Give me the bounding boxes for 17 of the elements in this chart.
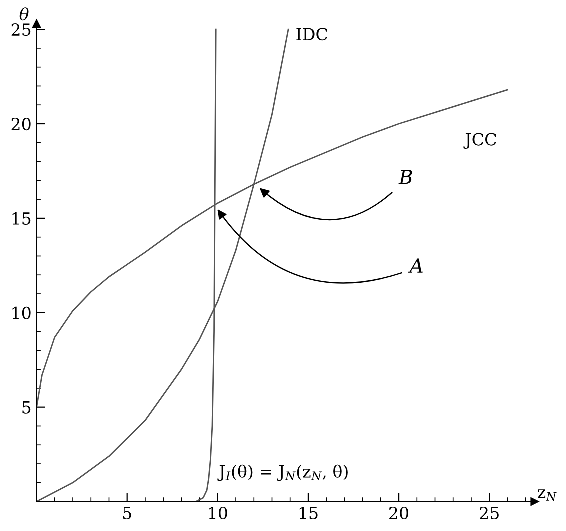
x-tick-label: 15 [300, 506, 318, 520]
x-tick-label: 25 [480, 506, 499, 520]
x-axis-title: z$_{N}$ [538, 490, 557, 502]
annotation: J$_{I}$(θ) = J$_{N}$(z$_{N}$, θ) [218, 464, 348, 482]
annotation: A [408, 258, 423, 273]
x-tick-label: 5 [123, 507, 132, 520]
y-tick-label: 15 [12, 212, 31, 226]
y-tick-label: 25 [12, 24, 31, 36]
y-tick-label: 5 [22, 402, 31, 414]
annotation: JCC [464, 133, 496, 150]
annotation: IDC [296, 28, 328, 41]
y-axis-title: θ [20, 8, 29, 21]
y-tick-label: 10 [12, 306, 31, 320]
y-tick-label: 20 [12, 118, 31, 131]
x-tick-label: 20 [390, 506, 409, 520]
x-tick-label: 10 [209, 506, 228, 520]
annotation: B [398, 170, 412, 184]
